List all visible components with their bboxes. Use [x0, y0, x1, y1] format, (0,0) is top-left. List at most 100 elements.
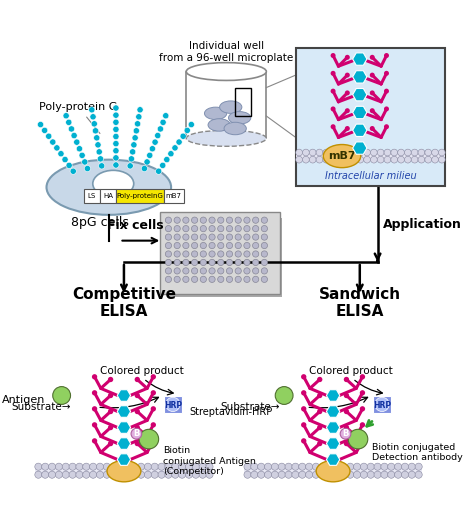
- Text: Biotin conjugated
Detection antibody: Biotin conjugated Detection antibody: [372, 443, 463, 462]
- Circle shape: [191, 268, 198, 274]
- Circle shape: [316, 156, 323, 163]
- Circle shape: [345, 108, 350, 113]
- Circle shape: [172, 463, 179, 470]
- Circle shape: [174, 217, 180, 223]
- Text: B: B: [133, 429, 139, 438]
- Text: Poly-protein G: Poly-protein G: [39, 102, 118, 134]
- Circle shape: [188, 122, 194, 128]
- Circle shape: [183, 217, 189, 223]
- Circle shape: [391, 149, 398, 156]
- Text: Substrate→: Substrate→: [11, 402, 71, 412]
- Circle shape: [163, 113, 169, 119]
- Circle shape: [149, 146, 155, 152]
- Circle shape: [227, 268, 233, 274]
- Circle shape: [367, 471, 374, 478]
- Circle shape: [343, 156, 350, 163]
- Circle shape: [199, 463, 206, 470]
- Circle shape: [46, 133, 52, 139]
- Circle shape: [55, 463, 63, 470]
- Circle shape: [92, 438, 97, 443]
- Circle shape: [244, 463, 251, 470]
- Circle shape: [108, 409, 113, 414]
- Circle shape: [301, 438, 306, 443]
- Circle shape: [227, 243, 233, 249]
- Circle shape: [117, 463, 124, 470]
- Circle shape: [136, 114, 142, 120]
- Circle shape: [70, 168, 76, 174]
- Circle shape: [251, 463, 258, 470]
- Circle shape: [330, 89, 336, 94]
- Circle shape: [151, 390, 156, 396]
- Circle shape: [404, 149, 411, 156]
- Bar: [244, 467, 422, 475]
- Circle shape: [174, 243, 180, 249]
- Bar: [186, 72, 266, 138]
- Circle shape: [370, 55, 375, 60]
- Circle shape: [244, 234, 250, 240]
- Circle shape: [141, 166, 147, 172]
- Circle shape: [408, 463, 415, 470]
- Circle shape: [199, 471, 206, 478]
- Circle shape: [206, 471, 213, 478]
- Circle shape: [346, 463, 354, 470]
- Circle shape: [84, 166, 91, 172]
- Circle shape: [271, 463, 278, 470]
- Circle shape: [113, 162, 119, 168]
- Circle shape: [312, 463, 319, 470]
- Circle shape: [184, 127, 191, 134]
- Circle shape: [110, 463, 117, 470]
- Circle shape: [438, 149, 445, 156]
- Circle shape: [340, 471, 347, 478]
- Circle shape: [200, 225, 207, 232]
- Circle shape: [323, 149, 330, 156]
- Circle shape: [90, 114, 96, 120]
- Circle shape: [384, 71, 389, 76]
- Circle shape: [312, 471, 319, 478]
- Circle shape: [35, 471, 42, 478]
- Text: Substrate→: Substrate→: [220, 402, 280, 412]
- Circle shape: [316, 149, 323, 156]
- Text: Capture
antibody: Capture antibody: [370, 57, 446, 79]
- Circle shape: [165, 463, 172, 470]
- Text: B: B: [342, 429, 349, 438]
- Circle shape: [133, 128, 139, 134]
- Circle shape: [128, 156, 135, 162]
- Circle shape: [244, 243, 250, 249]
- Circle shape: [337, 156, 343, 163]
- Circle shape: [227, 251, 233, 257]
- Circle shape: [160, 119, 166, 125]
- Circle shape: [296, 156, 302, 163]
- Circle shape: [135, 393, 140, 398]
- Circle shape: [191, 234, 198, 240]
- Circle shape: [108, 441, 113, 446]
- Circle shape: [317, 425, 322, 430]
- Circle shape: [92, 422, 97, 428]
- Circle shape: [129, 149, 136, 155]
- Circle shape: [278, 463, 285, 470]
- Circle shape: [408, 471, 415, 478]
- Circle shape: [179, 471, 186, 478]
- Circle shape: [165, 251, 172, 257]
- Circle shape: [90, 463, 97, 470]
- Circle shape: [235, 217, 241, 223]
- Circle shape: [384, 89, 389, 94]
- Circle shape: [357, 156, 364, 163]
- Circle shape: [218, 251, 224, 257]
- Circle shape: [388, 463, 395, 470]
- Circle shape: [377, 156, 384, 163]
- Circle shape: [345, 73, 350, 78]
- Circle shape: [261, 243, 267, 249]
- Text: Poly-proteinG: Poly-proteinG: [117, 193, 164, 199]
- Circle shape: [113, 105, 119, 111]
- Circle shape: [360, 438, 365, 443]
- Circle shape: [218, 259, 224, 266]
- Text: Antigen: Antigen: [2, 395, 46, 405]
- Text: Competitive
ELISA: Competitive ELISA: [72, 287, 176, 319]
- Circle shape: [131, 463, 138, 470]
- Circle shape: [261, 268, 267, 274]
- Circle shape: [333, 463, 340, 470]
- Circle shape: [55, 471, 63, 478]
- Circle shape: [415, 471, 422, 478]
- Circle shape: [165, 471, 172, 478]
- Circle shape: [235, 251, 241, 257]
